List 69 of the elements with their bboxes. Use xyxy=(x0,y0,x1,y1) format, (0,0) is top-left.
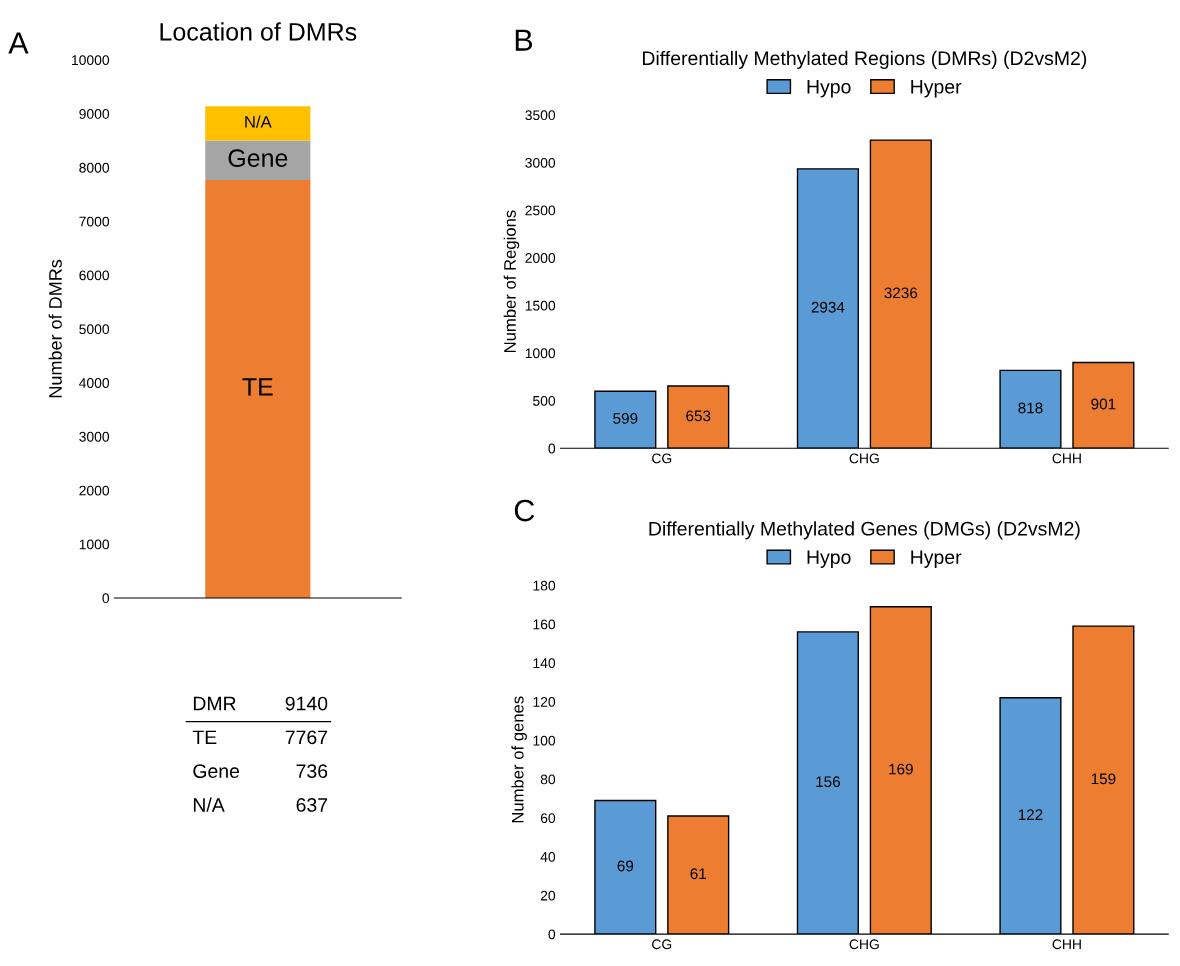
data-label: 69 xyxy=(617,860,634,872)
y-tick-label: 160 xyxy=(533,619,556,630)
y-tick-label: 0 xyxy=(102,593,110,604)
y-tick-label: 1500 xyxy=(525,300,556,311)
y-tick-label: 2000 xyxy=(79,485,110,496)
text: C xyxy=(514,499,535,522)
y-tick-label: 1000 xyxy=(79,539,110,550)
y-tick-label: 3000 xyxy=(525,157,556,168)
data-label: 3236 xyxy=(884,287,918,299)
data-label: 169 xyxy=(889,763,913,775)
data-label: 122 xyxy=(1018,809,1043,820)
data-label: 599 xyxy=(613,412,638,424)
data-label: 61 xyxy=(690,868,706,880)
y-tick-label: 180 xyxy=(533,580,556,591)
x-tick-label: CHH xyxy=(1052,939,1081,950)
legend-label: Hyper xyxy=(911,80,962,98)
y-axis-title: Number of DMRs xyxy=(48,259,62,398)
y-tick-label: 80 xyxy=(540,774,556,785)
y-tick-label: 3000 xyxy=(79,431,110,442)
y-tick-label: 1000 xyxy=(525,348,556,359)
y-tick-label: 7000 xyxy=(79,216,110,227)
y-tick-label: 40 xyxy=(540,851,556,862)
x-tick-label: CG xyxy=(652,453,672,464)
x-tick-label: CHG xyxy=(849,939,879,950)
series-label: N/A xyxy=(245,115,272,128)
text: Gene 736 xyxy=(193,764,328,779)
y-tick-label: 8000 xyxy=(79,162,110,173)
x-tick-label: CHG xyxy=(849,453,879,464)
data-label: 156 xyxy=(816,776,840,788)
legend-label: Hypo xyxy=(807,80,851,98)
y-tick-label: 100 xyxy=(533,735,556,746)
y-tick-label: 10000 xyxy=(72,55,110,66)
y-tick-label: 9000 xyxy=(79,109,110,119)
y-tick-label: 4000 xyxy=(79,378,110,388)
text: N/A 637 xyxy=(193,797,328,812)
data-label: 653 xyxy=(686,410,711,422)
text: B xyxy=(515,29,533,51)
y-axis-title: Number of genes xyxy=(511,696,527,823)
chart-title: Differentially Methylated Regions (DMRs) (D2vsM2) xyxy=(642,50,1087,69)
y-tick-label: 5000 xyxy=(79,324,110,335)
y-tick-label: 2500 xyxy=(525,205,556,216)
series-label: TE xyxy=(242,378,273,396)
chart-title: Differentially Methylated Genes (DMGs) (D2vsM2) xyxy=(649,521,1080,540)
legend-label: Hypo xyxy=(807,550,851,568)
y-tick-label: 120 xyxy=(533,696,556,707)
y-tick-label: 60 xyxy=(540,813,556,824)
y-tick-label: 20 xyxy=(540,890,556,901)
legend-label: Hyper xyxy=(911,550,962,568)
y-tick-label: 3500 xyxy=(525,110,556,121)
bar xyxy=(205,106,311,141)
y-axis-title: Number of Regions xyxy=(503,210,520,353)
y-tick-label: 0 xyxy=(548,443,556,454)
data-label: 901 xyxy=(1091,398,1116,410)
series-label: Gene xyxy=(228,149,288,167)
x-tick-label: CHH xyxy=(1052,453,1081,464)
y-tick-label: 500 xyxy=(533,395,556,406)
x-tick-label: CG xyxy=(652,939,672,950)
bar xyxy=(205,140,311,181)
data-label: 159 xyxy=(1091,773,1116,785)
text: TE 7767 xyxy=(192,730,328,745)
y-tick-label: 2000 xyxy=(525,253,556,263)
data-label: 2934 xyxy=(811,301,845,313)
y-tick-label: 0 xyxy=(548,929,556,940)
text: A xyxy=(8,32,29,54)
chart-title: Location of DMRs xyxy=(160,22,357,41)
y-tick-label: 140 xyxy=(533,658,556,669)
y-tick-label: 6000 xyxy=(79,270,110,281)
text: DMR 9140 xyxy=(193,696,328,711)
data-label: 818 xyxy=(1018,402,1043,414)
